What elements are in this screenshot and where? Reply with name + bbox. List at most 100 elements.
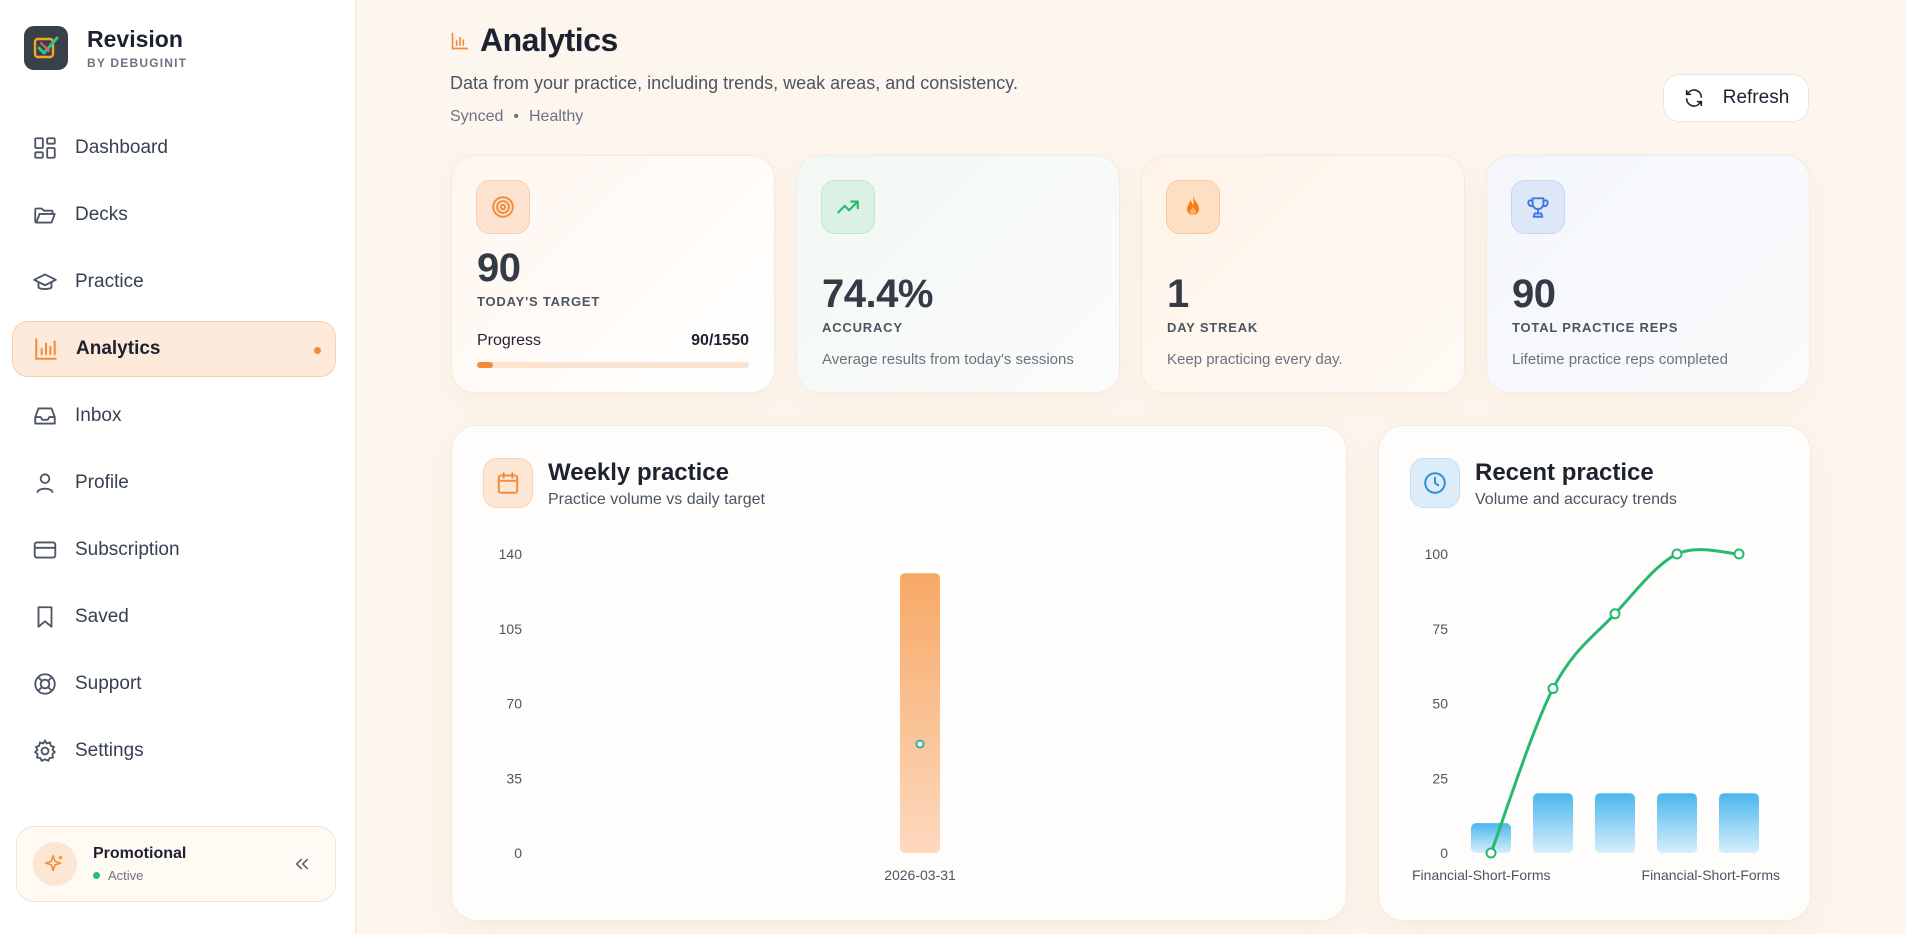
sidebar-item-saved[interactable]: Saved bbox=[12, 589, 336, 645]
y-tick-label: 35 bbox=[506, 770, 522, 786]
stat-card-total-reps: 90 TOTAL PRACTICE REPS Lifetime practice… bbox=[1486, 155, 1810, 393]
panel-subtitle: Volume and accuracy trends bbox=[1475, 491, 1677, 508]
calendar-icon bbox=[483, 458, 533, 508]
y-tick-label: 0 bbox=[514, 845, 522, 861]
progress-label: Progress bbox=[477, 332, 542, 349]
line-point bbox=[1733, 548, 1745, 560]
line-point bbox=[1485, 847, 1497, 859]
x-tick-label: Financial-Short-Forms bbox=[1412, 867, 1550, 883]
refresh-icon bbox=[1685, 89, 1702, 107]
plan-status-row: Active bbox=[93, 868, 186, 883]
sidebar-item-label: Profile bbox=[75, 472, 129, 493]
stat-label: DAY STREAK bbox=[1167, 320, 1259, 335]
health-status: Healthy bbox=[528, 108, 584, 125]
weekly-practice-panel: Weekly practice Practice volume vs daily… bbox=[451, 425, 1347, 921]
page-title: Analytics bbox=[480, 22, 618, 58]
bar bbox=[1471, 823, 1511, 853]
sync-status-line: Synced • Healthy bbox=[450, 108, 1018, 126]
sidebar-item-profile[interactable]: Profile bbox=[12, 455, 336, 511]
target-icon bbox=[476, 180, 530, 234]
flame-icon bbox=[1166, 180, 1220, 234]
credit-card-icon bbox=[33, 541, 57, 559]
bar bbox=[1719, 793, 1759, 853]
bar bbox=[1533, 793, 1573, 853]
sidebar-item-label: Settings bbox=[75, 740, 144, 761]
sidebar-item-practice[interactable]: Practice bbox=[12, 254, 336, 310]
plan-card[interactable]: Promotional Active bbox=[16, 826, 336, 902]
sidebar-item-label: Support bbox=[75, 673, 142, 694]
graduation-cap-icon bbox=[33, 273, 57, 290]
stat-value: 74.4% bbox=[822, 272, 933, 316]
brand[interactable]: Revision BY DEBUGINIT bbox=[24, 26, 187, 70]
progress-value: 90/1550 bbox=[691, 332, 749, 349]
progress-row: Progress 90/1550 bbox=[477, 332, 749, 350]
target-point bbox=[915, 739, 925, 749]
stat-card-accuracy: 74.4% ACCURACY Average results from toda… bbox=[796, 155, 1120, 393]
sidebar-item-label: Practice bbox=[75, 271, 144, 292]
panel-title: Weekly practice bbox=[548, 459, 729, 486]
sidebar-item-dashboard[interactable]: Dashboard bbox=[12, 120, 336, 176]
stat-description: Lifetime practice reps completed bbox=[1512, 351, 1728, 368]
sidebar-nav: Dashboard Decks Practice Analytics In bbox=[12, 120, 336, 790]
plan-name: Promotional bbox=[93, 845, 187, 862]
user-icon bbox=[36, 473, 54, 494]
y-tick-label: 70 bbox=[506, 696, 522, 712]
trending-up-icon bbox=[821, 180, 875, 234]
y-tick-label: 140 bbox=[499, 546, 523, 562]
progress-bar bbox=[477, 362, 749, 368]
inbox-icon bbox=[34, 407, 56, 425]
sidebar-item-analytics[interactable]: Analytics bbox=[12, 321, 336, 377]
line-point bbox=[1671, 548, 1683, 560]
page-header: Analytics Data from your practice, inclu… bbox=[450, 22, 1018, 126]
sparkles-icon bbox=[33, 842, 77, 886]
logo-icon bbox=[24, 26, 68, 70]
stat-card-target: 90 TODAY'S TARGET Progress 90/1550 bbox=[451, 155, 775, 393]
collapse-sidebar-button[interactable] bbox=[289, 851, 315, 877]
bookmark-icon bbox=[37, 606, 53, 628]
status-dot bbox=[93, 872, 100, 879]
sidebar-item-label: Decks bbox=[75, 204, 128, 225]
stat-description: Average results from today's sessions bbox=[822, 351, 1074, 368]
status-separator: • bbox=[513, 108, 519, 125]
stat-description: Keep practicing every day. bbox=[1167, 351, 1343, 368]
x-tick-label: 2026-03-31 bbox=[884, 867, 956, 883]
stat-label: TODAY'S TARGET bbox=[477, 294, 601, 309]
y-tick-label: 75 bbox=[1432, 621, 1448, 637]
bar bbox=[1657, 793, 1697, 853]
progress-fill bbox=[477, 362, 493, 368]
clock-icon bbox=[1410, 458, 1460, 508]
gear-icon bbox=[33, 739, 57, 762]
stat-value: 1 bbox=[1167, 272, 1189, 316]
refresh-button[interactable]: Refresh bbox=[1663, 74, 1809, 122]
chevrons-left-icon bbox=[296, 858, 308, 870]
stat-value: 90 bbox=[477, 246, 521, 290]
dashboard-icon bbox=[34, 137, 56, 159]
plan-status: Active bbox=[108, 868, 144, 883]
line-point bbox=[1547, 683, 1559, 695]
folder-icon bbox=[34, 207, 56, 224]
sidebar-item-label: Analytics bbox=[76, 338, 161, 359]
panel-subtitle: Practice volume vs daily target bbox=[548, 491, 765, 508]
page-subtitle: Data from your practice, including trend… bbox=[450, 73, 1018, 93]
brand-name: Revision bbox=[87, 26, 183, 52]
sidebar-item-support[interactable]: Support bbox=[12, 656, 336, 712]
sidebar-item-label: Saved bbox=[75, 606, 129, 627]
y-tick-label: 105 bbox=[499, 621, 523, 637]
brand-subtitle: BY DEBUGINIT bbox=[87, 56, 188, 70]
sidebar-item-label: Inbox bbox=[75, 405, 122, 426]
sidebar-item-subscription[interactable]: Subscription bbox=[12, 522, 336, 578]
recent-practice-chart: 0 25 50 75 100 Financial-Short-Forms Financial… bbox=[1412, 546, 1780, 883]
active-indicator bbox=[314, 347, 321, 354]
bar-chart-icon bbox=[35, 338, 57, 360]
sidebar-item-inbox[interactable]: Inbox bbox=[12, 388, 336, 444]
bar bbox=[1595, 793, 1635, 853]
sidebar-item-settings[interactable]: Settings bbox=[12, 723, 336, 779]
y-tick-label: 50 bbox=[1432, 696, 1448, 712]
weekly-practice-chart: 0 35 70 105 140 2026-03-31 bbox=[499, 546, 956, 883]
lifebuoy-icon bbox=[34, 673, 56, 695]
sidebar-item-decks[interactable]: Decks bbox=[12, 187, 336, 243]
y-tick-label: 25 bbox=[1432, 770, 1448, 786]
y-tick-label: 100 bbox=[1425, 546, 1449, 562]
main-content: Analytics Data from your practice, inclu… bbox=[356, 0, 1906, 934]
stat-card-streak: 1 DAY STREAK Keep practicing every day. bbox=[1141, 155, 1465, 393]
